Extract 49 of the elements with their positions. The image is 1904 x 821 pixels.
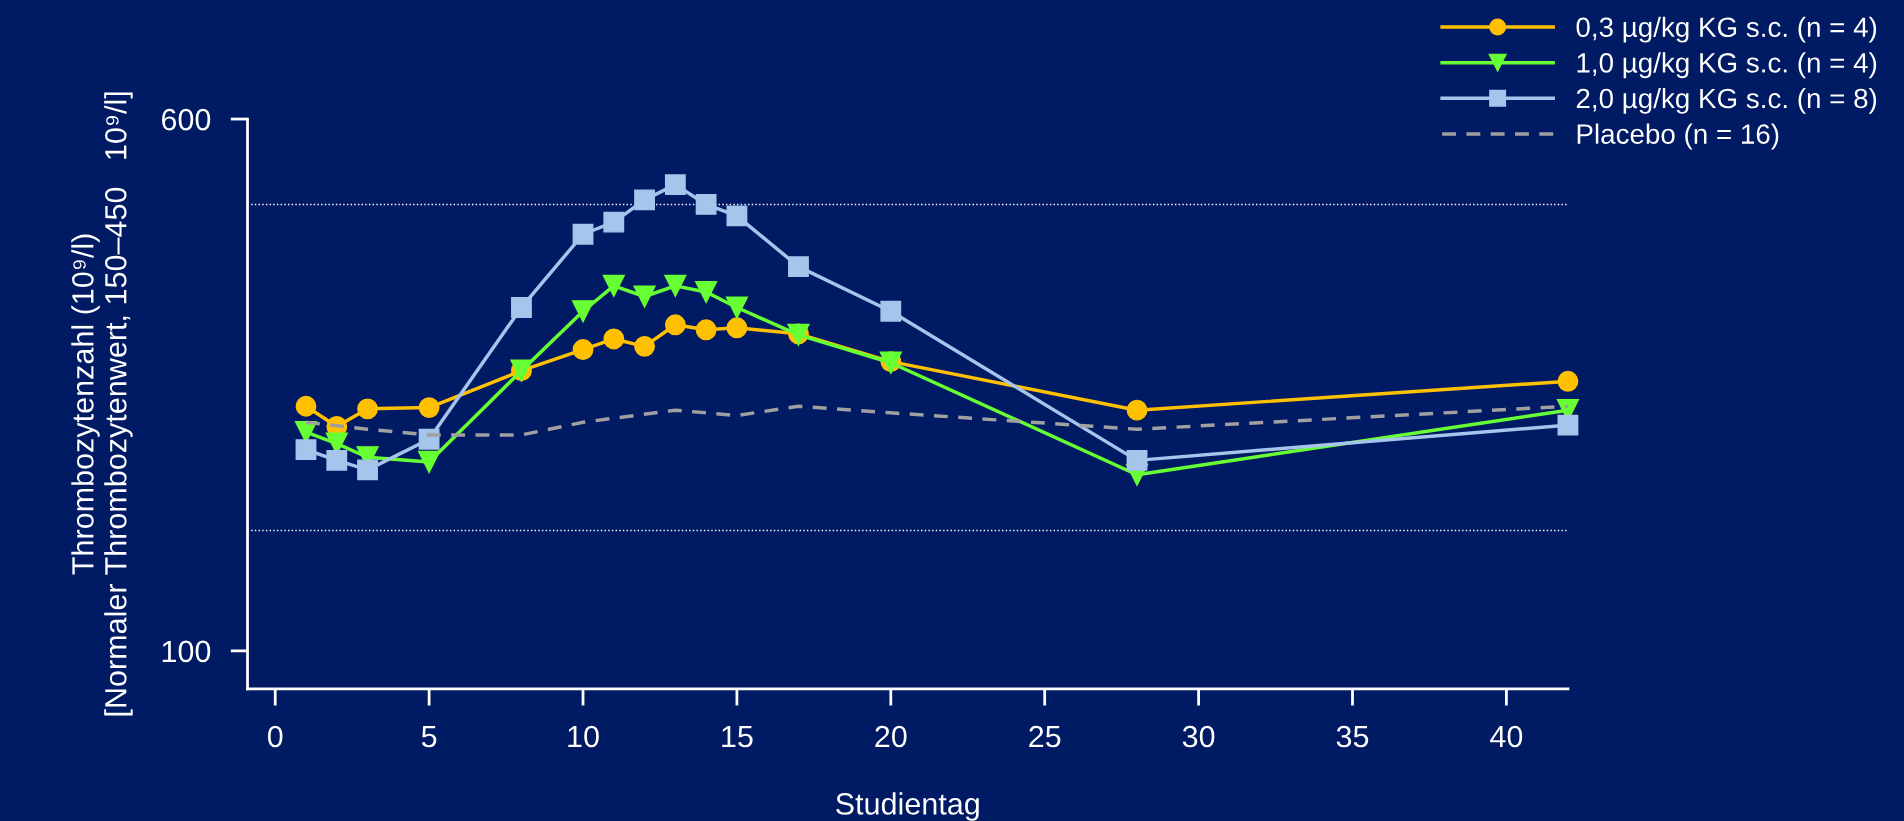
x-tick-label: 15 [722,726,753,748]
x-tick-label: 5 [421,726,437,748]
point [357,398,378,420]
point [880,300,902,322]
point [1557,370,1579,392]
point [1126,399,1148,421]
point [788,256,809,277]
point [572,339,594,360]
point [603,211,625,233]
point [295,439,317,461]
y-tick-label: 100 [162,640,211,663]
point [572,223,594,245]
point [634,189,655,211]
point [418,397,440,418]
point [664,174,686,196]
x-tick-label: 40 [1490,725,1523,748]
point [695,319,717,341]
point [633,285,656,308]
point [695,280,718,304]
point [725,296,749,319]
x-tick-label: 10 [568,725,599,748]
point [511,297,532,318]
x-tick-label: 30 [1182,725,1215,748]
point [418,450,441,474]
point [726,205,748,227]
point [357,459,378,481]
point [603,328,625,350]
x-tick-label: 20 [875,725,907,748]
point [326,449,348,471]
point [726,317,748,339]
legend-label: Placebo (n = 16) [1577,123,1779,150]
point [295,395,317,417]
legend-label: 2,0 µg/kg KG s.c. (n = 8) [1576,87,1877,114]
point [602,274,625,298]
legend-label: 0,3 µg/kg KG s.c. (n = 4) [1576,16,1877,43]
point [1126,449,1148,471]
point [664,314,686,336]
point [1557,414,1579,436]
point [571,300,595,323]
x-tick-label: 35 [1336,725,1369,748]
y-tick-label: 600 [161,108,211,131]
y-axis-title: Thrombozytenzahl (10⁹/l) [Normaler Thrombozytenwert, 150–450 10⁹/l] [71,92,133,716]
x-tick-label: 25 [1029,725,1061,748]
legend-label: 1,0 µg/kg KG s.c. (n = 4) [1577,52,1877,79]
point [664,274,687,298]
x-tick-label: 0 [267,725,283,748]
x-axis-title: Studientag [836,792,979,821]
point [634,335,655,357]
point [695,194,717,215]
